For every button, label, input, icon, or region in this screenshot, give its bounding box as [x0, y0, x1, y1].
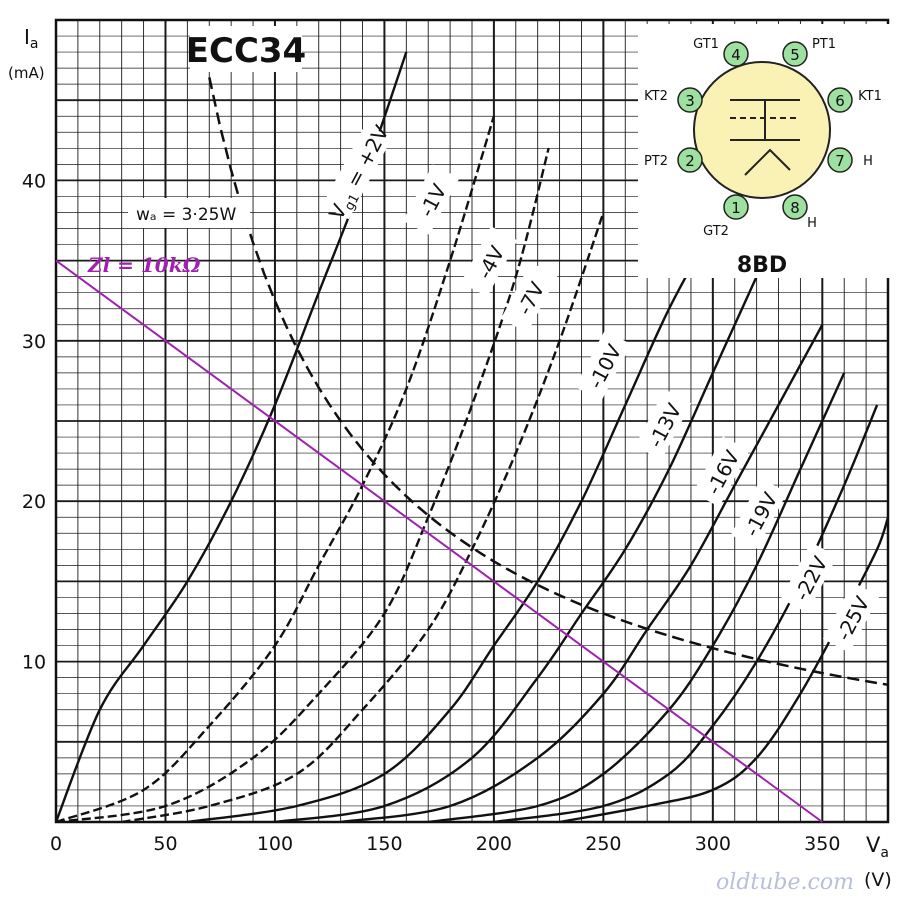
- pin-name: KT1: [858, 89, 882, 104]
- x-tick-label: 50: [153, 833, 177, 855]
- y-tick-label: 40: [22, 170, 46, 192]
- load-line: [55, 259, 823, 823]
- watermark: oldtube.com: [716, 870, 854, 895]
- pin-number: 6: [835, 92, 845, 110]
- series-curve: [121, 212, 605, 822]
- plot-frame: [54, 18, 890, 824]
- pin-number: 1: [731, 199, 741, 217]
- pin-circle: [677, 147, 703, 173]
- pin-circle: [827, 147, 853, 173]
- curve-set: [56, 51, 888, 822]
- series-label-box: [634, 389, 692, 460]
- pin-name: PT2: [644, 154, 668, 169]
- pin-name: H: [863, 154, 873, 169]
- x-tick-label: 100: [257, 833, 293, 855]
- pin-circle: [723, 41, 749, 67]
- power-curve-label: wₐ = 3·25W: [136, 205, 236, 225]
- series-label-box: [322, 123, 392, 220]
- pin-name: GT1: [693, 37, 719, 52]
- pin-number: 5: [790, 46, 800, 64]
- series-label-box: [500, 262, 558, 333]
- series-curve: [56, 148, 550, 822]
- x-tick-label: 200: [476, 833, 512, 855]
- x-tick-label: 0: [50, 833, 62, 855]
- x-tick-label: 250: [585, 833, 621, 855]
- axes: 0 50 100 150 200 250 300 350 10 20 30 40 Ia (mA) Va (V): [8, 25, 892, 891]
- pin-number: 3: [685, 92, 695, 110]
- pin-circle: [723, 194, 749, 220]
- pin-number: 8: [790, 199, 800, 217]
- series-curve: [187, 227, 714, 822]
- series-label-box: [402, 164, 460, 235]
- series-label-box: [822, 582, 880, 653]
- y-tick-label: 10: [22, 652, 46, 674]
- series-label-box: [574, 330, 632, 401]
- series-label-box: [730, 478, 788, 549]
- power-curve-line: [208, 77, 888, 687]
- tube-base-circle: [693, 61, 831, 199]
- pin-number: 7: [835, 152, 845, 170]
- load-line-group: Zl = 10kΩ: [55, 253, 823, 823]
- series-curve: [428, 372, 846, 822]
- power-label-box: [128, 198, 250, 228]
- base-label: 8BD: [737, 253, 787, 278]
- x-axis-label: Va: [866, 833, 889, 861]
- load-line-label: Zl = 10kΩ: [87, 253, 201, 277]
- title-box: [190, 26, 302, 72]
- tube-internals-icon: [730, 99, 800, 176]
- series-curve: [493, 404, 879, 822]
- pin-name: KT2: [644, 89, 668, 104]
- y-axis-label: Ia: [24, 25, 39, 52]
- pin-circle: [677, 87, 703, 113]
- pin-name: GT2: [703, 224, 729, 239]
- x-axis-unit: (V): [864, 869, 892, 891]
- series-label-box: [780, 542, 838, 613]
- x-tick-label: 350: [804, 833, 840, 855]
- y-axis-unit: (mA): [8, 64, 45, 82]
- pin-circle: [782, 194, 808, 220]
- series-curve: [274, 276, 758, 822]
- y-tick-label: 20: [22, 491, 46, 513]
- series-label-box: [692, 436, 750, 507]
- pin-name: H: [807, 216, 817, 231]
- x-tick-label: 150: [366, 833, 402, 855]
- grid: [54, 18, 890, 824]
- series-label-box: [460, 226, 518, 297]
- series-curve: [559, 516, 888, 822]
- chart-title: ECC34: [186, 31, 306, 71]
- pin-circle: [827, 87, 853, 113]
- pin-name: PT1: [812, 37, 836, 52]
- pin-number: 2: [685, 152, 695, 170]
- series-curve: [56, 115, 496, 822]
- pin-circle: [782, 41, 808, 67]
- pin-number: 4: [731, 46, 741, 64]
- power-curve: wₐ = 3·25W: [128, 77, 888, 687]
- y-tick-label: 30: [22, 331, 46, 353]
- x-tick-label: 300: [695, 833, 731, 855]
